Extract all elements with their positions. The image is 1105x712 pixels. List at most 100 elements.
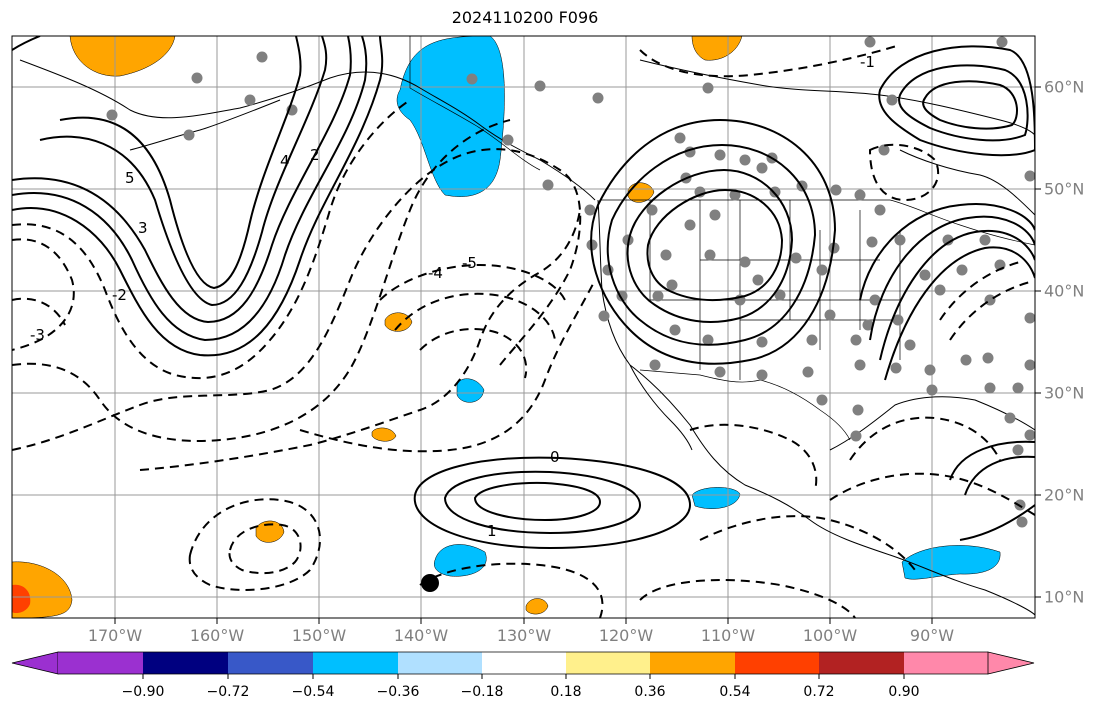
lon-label-150w: 150°W <box>291 626 347 645</box>
colorbar-swatch-4 <box>313 652 398 674</box>
contour-east-us-4 <box>884 246 1035 381</box>
colorbar-swatch-11 <box>904 652 988 674</box>
colorbar-tick-label: −0.72 <box>206 684 250 700</box>
contour-neg-east-1 <box>939 261 1021 321</box>
contour-north-pacific-1 <box>12 36 384 357</box>
colorbar-tick-label: −0.54 <box>291 684 335 700</box>
contour-neg-tropical-2 <box>639 579 856 618</box>
contour-label-2: 2 <box>310 146 320 164</box>
colorbar-tick-label: 0.36 <box>634 684 666 700</box>
contour-label-neg-2: -2 <box>112 286 127 304</box>
shade-blue-5 <box>901 545 1001 580</box>
lon-label-160w: 160°W <box>189 626 245 645</box>
lon-label-140w: 140°W <box>393 626 449 645</box>
contour-neg-pacific-9 <box>419 328 528 379</box>
contour-east-us-1 <box>859 203 1035 301</box>
contour-west-us-ridge-4 <box>646 188 784 302</box>
lat-label-20n: 20°N <box>1044 485 1085 505</box>
lon-label-130w: 130°W <box>496 626 552 645</box>
contour-north-pacific-4 <box>39 36 328 307</box>
contour-north-pacific-3 <box>12 36 352 324</box>
colorbar-swatch-6 <box>482 652 566 674</box>
contour-neg-pacific-8 <box>394 292 556 341</box>
contour-west-us-ridge-3 <box>626 168 794 323</box>
colorbar-swatch-5 <box>398 652 482 674</box>
contour-east-us-2 <box>869 215 1035 341</box>
shade-orange-1 <box>69 36 176 77</box>
lat-label-30n: 30°N <box>1044 383 1085 403</box>
contour-label-neg-3: -3 <box>30 326 45 344</box>
contour-west-us-ridge <box>590 118 837 365</box>
coast-hudson <box>899 149 1035 216</box>
colorbar-tick-label: 0.72 <box>803 684 835 700</box>
colorbar-swatch-10 <box>819 652 904 674</box>
colorbar <box>11 651 1035 679</box>
coast-baja <box>629 364 693 451</box>
contour-neg-pacific-1 <box>12 238 75 351</box>
contour-neg-gulf-2 <box>829 472 1035 516</box>
lon-label-110w: 110°W <box>700 626 756 645</box>
contour-east-us-3 <box>879 229 1035 361</box>
colorbar-tick-label: 0.18 <box>550 684 582 700</box>
contour-caribbean-3 <box>959 504 1035 541</box>
contour-neg-pacific-3 <box>12 119 511 442</box>
border-us-canada <box>600 199 1035 246</box>
colorbar-tick-label: −0.36 <box>376 684 420 700</box>
lat-label-50n: 50°N <box>1044 179 1085 199</box>
colorbar-swatch-7 <box>566 652 650 674</box>
colorbar-swatch-2 <box>143 652 228 674</box>
contour-neg-pacific-4 <box>12 148 582 451</box>
shade-blue-2 <box>456 378 485 403</box>
contour-label-neg-1: -1 <box>860 53 875 71</box>
contours-positive <box>12 36 1035 550</box>
colorbar-tick-label: −0.90 <box>121 684 165 700</box>
colorbar-tick-label: −0.18 <box>460 684 504 700</box>
contour-neg-nw-2 <box>12 297 66 326</box>
shade-blue-3 <box>434 544 487 577</box>
contour-caribbean-2 <box>964 455 1035 496</box>
contour-label-4: 4 <box>280 152 290 170</box>
contour-tropical-high-1 <box>413 456 692 550</box>
shade-alaska-blue <box>396 36 505 197</box>
contour-caribbean-1 <box>949 440 1035 481</box>
lon-label-100w: 100°W <box>802 626 858 645</box>
contour-neg-pacific-5 <box>139 209 581 471</box>
contour-neg-east-2 <box>949 281 1031 341</box>
contour-atlantic-high-3 <box>922 80 1018 130</box>
lon-label-90w: 90°W <box>909 626 955 645</box>
colorbar-extend-high <box>987 651 1035 675</box>
colorbar-tick-label: 0.54 <box>719 684 751 700</box>
shade-orange-5 <box>255 520 285 543</box>
shade-red-1 <box>12 584 31 614</box>
lat-label-10n: 10°N <box>1044 587 1085 607</box>
lat-label-40n: 40°N <box>1044 281 1085 301</box>
lat-label-60n: 60°N <box>1044 77 1085 97</box>
contour-tropical-high-2 <box>443 470 642 535</box>
shade-orange-2 <box>691 36 743 61</box>
colorbar-swatch-8 <box>650 652 735 674</box>
contour-neg-hudson <box>868 143 940 202</box>
contour-neg-mexico <box>689 423 818 491</box>
contour-neg-pacific-7 <box>379 263 566 301</box>
contour-tropical-high-3 <box>473 481 602 522</box>
colorbar-swatch-1 <box>58 652 143 674</box>
contour-north-pacific-5 <box>59 36 302 290</box>
contour-label-3: 3 <box>138 219 148 237</box>
contour-neg-hawaii-2 <box>228 523 302 575</box>
colorbar-swatch-3 <box>228 652 313 674</box>
contour-label-0: 0 <box>550 448 560 466</box>
contour-west-us-ridge-2 <box>606 143 817 346</box>
lon-label-170w: 170°W <box>87 626 143 645</box>
coast-aleutians <box>129 99 281 151</box>
location-marker <box>421 574 439 592</box>
contour-neg-pacific-6 <box>299 279 596 453</box>
contour-neg-tropical-1 <box>419 562 604 618</box>
shade-orange-3 <box>384 312 413 332</box>
colorbar-tick-label: 0.90 <box>888 684 920 700</box>
lon-label-120w: 120°W <box>598 626 654 645</box>
contour-label-neg-5: -5 <box>462 254 477 272</box>
contour-neg-hawaii-1 <box>188 498 321 591</box>
border-alaska-canada <box>409 36 541 171</box>
colorbar-extend-low <box>11 651 59 675</box>
